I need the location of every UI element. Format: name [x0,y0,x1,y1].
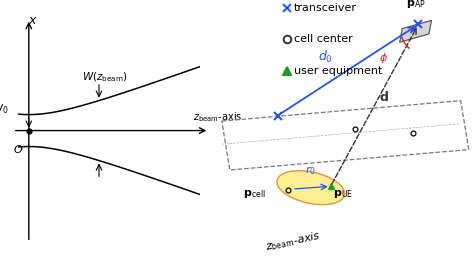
Text: $\mathbf{p}_\mathrm{cell}$: $\mathbf{p}_\mathrm{cell}$ [243,188,266,200]
Text: user equipment: user equipment [293,66,382,76]
Text: $\mathbf{p}_\mathrm{AP}$: $\mathbf{p}_\mathrm{AP}$ [406,0,426,10]
Text: $\mathbf{d}$: $\mathbf{d}$ [379,90,389,104]
Text: $\mathbf{p}_\mathrm{UE}$: $\mathbf{p}_\mathrm{UE}$ [333,188,354,200]
Text: $x$: $x$ [28,14,38,27]
Text: $W(z_\mathrm{beam})$: $W(z_\mathrm{beam})$ [82,70,128,84]
Text: $z_\mathrm{beam}$-axis: $z_\mathrm{beam}$-axis [193,110,243,124]
Text: $r_0$: $r_0$ [305,164,316,177]
Text: $\phi$: $\phi$ [379,51,388,65]
Text: cell center: cell center [293,35,352,44]
Text: $z_\mathrm{beam}$-axis: $z_\mathrm{beam}$-axis [264,229,322,254]
Polygon shape [400,20,431,42]
Text: $W_0$: $W_0$ [0,102,9,116]
Ellipse shape [277,171,345,205]
Text: $d_0$: $d_0$ [318,49,333,65]
Text: transceiver: transceiver [293,3,356,13]
Text: $O$: $O$ [13,143,23,155]
